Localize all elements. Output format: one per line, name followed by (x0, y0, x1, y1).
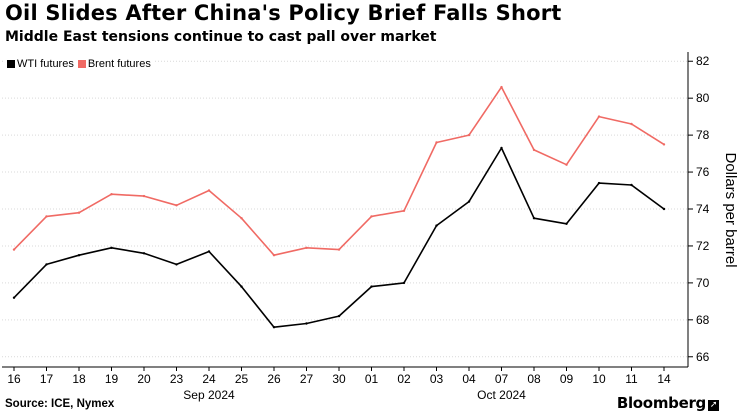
x-tick-label: 10 (592, 372, 606, 386)
data-point-brent (565, 163, 568, 166)
legend: WTI futures Brent futures (4, 56, 154, 72)
x-tick-label: 23 (170, 372, 184, 386)
y-tick-label-82: 82 (696, 54, 710, 68)
x-tick-label: 11 (625, 372, 638, 386)
x-tick-label: 04 (462, 372, 476, 386)
data-point-brent (597, 115, 601, 118)
data-point-wti (305, 322, 308, 325)
data-point-brent (402, 209, 406, 212)
data-point-brent (272, 254, 276, 257)
y-tick-label-70: 70 (696, 276, 710, 290)
gridlines (2, 60, 688, 358)
data-point-wti (402, 281, 406, 285)
y-tick-label-78: 78 (696, 128, 710, 142)
data-point-wti (240, 285, 243, 288)
x-tick-label: 03 (430, 372, 444, 386)
data-point-brent (207, 189, 211, 192)
legend-label-brent: Brent futures (87, 58, 151, 70)
x-tick-label: 27 (300, 372, 314, 386)
data-point-brent (240, 217, 243, 220)
y-tick-label-68: 68 (696, 313, 710, 327)
x-tick-label: 20 (137, 372, 151, 386)
series-line-brent (13, 86, 665, 256)
x-tick-label: 09 (560, 372, 574, 386)
x-tick-label: 14 (657, 372, 671, 386)
x-tick-label: 18 (72, 372, 86, 386)
data-point-wti (207, 250, 211, 253)
data-point-wti (597, 181, 601, 185)
x-month-label: Sep 2024 (183, 388, 235, 402)
data-point-brent (435, 141, 438, 144)
x-tick-label: 07 (495, 372, 509, 386)
legend-swatch-brent (77, 60, 86, 68)
data-point-brent (45, 215, 48, 218)
data-point-wti (565, 222, 568, 225)
data-point-brent (630, 122, 633, 126)
x-tick-label: 01 (365, 372, 379, 386)
x-axis: 16 17 18 19 20 23 24 25 26 27 30 01 02 03 04 07 08 09 10 11… (2, 366, 688, 402)
data-point-brent (467, 133, 471, 137)
y-tick-label-76: 76 (696, 165, 710, 179)
data-point-brent (12, 248, 16, 251)
data-point-wti (110, 246, 113, 249)
x-tick-label: 24 (202, 372, 216, 386)
bloomberg-logo: Bloomberg ➚ (617, 394, 719, 412)
brand-name: Bloomberg (616, 394, 706, 412)
data-point-wti (45, 263, 48, 266)
y-tick-label-80: 80 (696, 91, 710, 105)
x-tick-label: 02 (397, 372, 411, 386)
legend-swatch-wti (7, 60, 15, 68)
legend-label-wti: WTI futures (17, 58, 74, 70)
arrow-icon: ➚ (708, 400, 719, 411)
data-point-brent (77, 211, 81, 214)
data-point-wti (467, 200, 471, 203)
data-point-wti (337, 314, 341, 318)
data-point-wti (662, 207, 666, 211)
data-point-wti (370, 285, 373, 288)
x-tick-label: 19 (105, 372, 119, 386)
y-tick-label-66: 66 (696, 350, 710, 364)
series-line-wti (13, 147, 665, 329)
y-axis-label: Dollars per barrel (722, 152, 739, 267)
data-point-brent (500, 85, 503, 89)
y-tick-label-74: 74 (696, 202, 710, 216)
x-tick-label: 16 (7, 372, 21, 386)
chart-title: Oil Slides After China's Policy Brief Fa… (5, 1, 562, 25)
legend-item-wti: WTI futures (7, 58, 74, 70)
data-point-wti (630, 183, 633, 187)
x-month-label: Oct 2024 (477, 388, 526, 402)
data-point-brent (110, 193, 113, 196)
data-point-brent (370, 215, 373, 218)
data-point-brent (532, 148, 536, 152)
data-point-wti (435, 224, 438, 227)
x-tick-label: 08 (527, 372, 541, 386)
data-point-wti (500, 146, 503, 150)
data-point-brent (142, 194, 146, 198)
data-point-wti (77, 254, 81, 257)
data-point-brent (662, 143, 666, 146)
data-point-brent (175, 204, 178, 207)
data-point-wti (175, 263, 178, 266)
y-tick-label-72: 72 (696, 239, 710, 253)
data-point-wti (272, 326, 276, 329)
source-note: Source: ICE, Nymex (5, 398, 115, 410)
x-tick-label: 30 (332, 372, 346, 386)
data-point-brent (305, 246, 308, 249)
x-tick-label: 25 (235, 372, 249, 386)
x-tick-label: 17 (40, 372, 54, 386)
chart-subtitle: Middle East tensions continue to cast pa… (5, 29, 437, 45)
legend-item-brent: Brent futures (77, 58, 151, 70)
data-point-wti (12, 296, 16, 299)
data-point-brent (337, 248, 341, 251)
x-tick-label: 26 (267, 372, 281, 386)
data-point-wti (142, 252, 146, 255)
data-point-wti (532, 217, 536, 220)
y-axis: 66 68 70 72 74 76 78 80 82 (687, 52, 710, 367)
series-lines (12, 85, 666, 329)
